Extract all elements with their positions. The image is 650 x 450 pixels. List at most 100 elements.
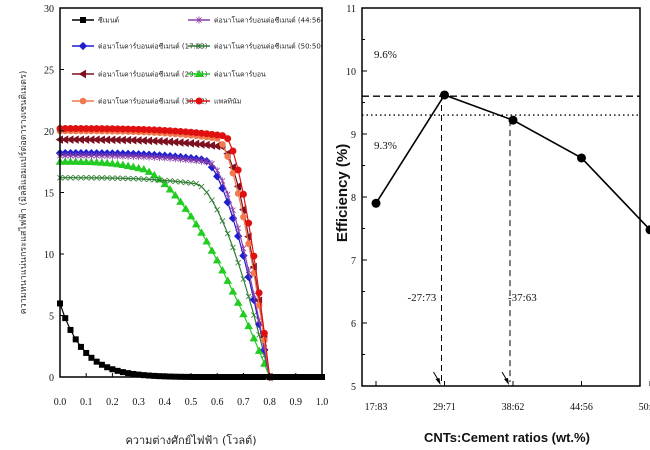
x-tick-label: 0.0 (54, 397, 67, 408)
star-marker (156, 153, 163, 162)
cross-marker (114, 175, 121, 182)
cross-marker (119, 175, 126, 182)
triangle-marker (212, 256, 222, 264)
cross-marker (219, 218, 226, 224)
cross-marker (67, 174, 74, 181)
cross-marker (62, 174, 69, 181)
triangle-marker (76, 157, 86, 165)
triangle-marker (191, 219, 201, 228)
star-marker (88, 152, 95, 160)
triangle-marker (134, 163, 143, 172)
star-marker (109, 152, 116, 160)
triangle-marker (186, 212, 196, 220)
triangle-marker (139, 165, 149, 173)
star-marker (78, 152, 84, 160)
star-marker (230, 206, 236, 214)
square-marker (77, 343, 84, 350)
cross-marker (99, 175, 105, 181)
star-marker (196, 16, 202, 24)
triangle-marker (228, 287, 238, 295)
square-marker (109, 366, 116, 373)
triangle-marker (249, 333, 259, 342)
legend-entry: ต่อนาโนคาร์บอนต่อซีเมนต์ (50:50) (188, 42, 324, 51)
circle-marker (240, 213, 247, 221)
triangle-marker (150, 170, 159, 179)
triangle-marker (118, 160, 128, 169)
cross-marker (83, 174, 90, 181)
jv-series (57, 300, 325, 380)
triangle-marker (71, 157, 81, 165)
efficiency-series (371, 90, 650, 235)
star-marker (93, 152, 100, 160)
x-tick-label: 17:83 (365, 402, 388, 413)
star-marker (140, 153, 147, 161)
jv-series-line (60, 139, 322, 378)
jv-series-line (60, 130, 322, 378)
star-marker (177, 155, 184, 163)
triangle-marker (233, 298, 243, 306)
cross-marker (196, 43, 202, 49)
hexagon-marker (239, 190, 247, 198)
star-marker (167, 154, 173, 162)
triangle-marker (170, 191, 180, 199)
hexagon-marker (218, 132, 226, 140)
cross-marker (72, 174, 79, 181)
x-tick-label: 29:71 (433, 402, 456, 413)
square-marker (98, 361, 105, 368)
triangle-marker (239, 309, 248, 318)
x-tick-label: 0.3 (132, 397, 145, 408)
cross-marker (230, 244, 236, 251)
star-marker (193, 157, 200, 165)
cross-marker (167, 178, 173, 184)
star-marker (235, 224, 242, 232)
square-marker (93, 358, 100, 365)
triangle-marker (102, 158, 112, 167)
triangle-marker (218, 266, 227, 274)
star-marker (130, 152, 137, 160)
triangle-marker (181, 204, 191, 212)
triangle-marker (202, 237, 212, 245)
square-marker (72, 336, 79, 343)
efficiency-point (645, 225, 650, 235)
right-axis-ticks: 5 6 7 8 9 10 11 17:83 29:71 38:62 44:56 50:50 (346, 4, 650, 413)
star-marker (67, 152, 74, 160)
star-marker (188, 156, 194, 164)
square-marker (125, 370, 132, 377)
legend-entry: ต่อนาโนคาร์บอนต่อซีเมนต์ (17:83) (72, 42, 208, 51)
cross-marker (140, 176, 147, 183)
y-tick-label: 5 (351, 382, 356, 393)
x-tick-label: 1.0 (316, 397, 329, 408)
cross-marker (156, 177, 163, 183)
x-tick-label: 0.8 (263, 397, 276, 408)
square-marker (80, 16, 87, 23)
star-marker (135, 152, 142, 161)
cross-marker (146, 176, 152, 183)
star-marker (219, 177, 226, 185)
triangle-marker (165, 185, 175, 193)
legend-label: ต่อนาโนคาร์บอนต่อซีเมนต์ (29:71) (98, 70, 208, 79)
triangle-marker (60, 157, 70, 165)
diamond-marker (249, 295, 259, 304)
triangle-marker (160, 179, 170, 188)
cross-marker (198, 183, 205, 190)
diamond-marker (78, 41, 88, 51)
star-marker (104, 152, 111, 160)
jv-series-line (60, 127, 322, 378)
cross-marker (182, 179, 189, 186)
y-tick-label: 7 (351, 256, 356, 267)
reference-label: 9.6% (374, 49, 397, 61)
jv-series-line (60, 152, 322, 378)
cross-marker (135, 176, 142, 182)
x-tick-label: 44:56 (570, 402, 593, 413)
square-marker (83, 349, 90, 356)
jv-series (55, 135, 322, 382)
star-marker (224, 190, 231, 198)
efficiency-point (577, 153, 586, 163)
jv-series-line (60, 177, 322, 378)
cross-marker (104, 175, 111, 181)
triangle-marker (129, 162, 138, 171)
circle-marker (79, 97, 87, 105)
triangle-marker (92, 158, 101, 166)
x-tick-label: 38:62 (502, 402, 525, 413)
triangle-marker (223, 276, 232, 284)
